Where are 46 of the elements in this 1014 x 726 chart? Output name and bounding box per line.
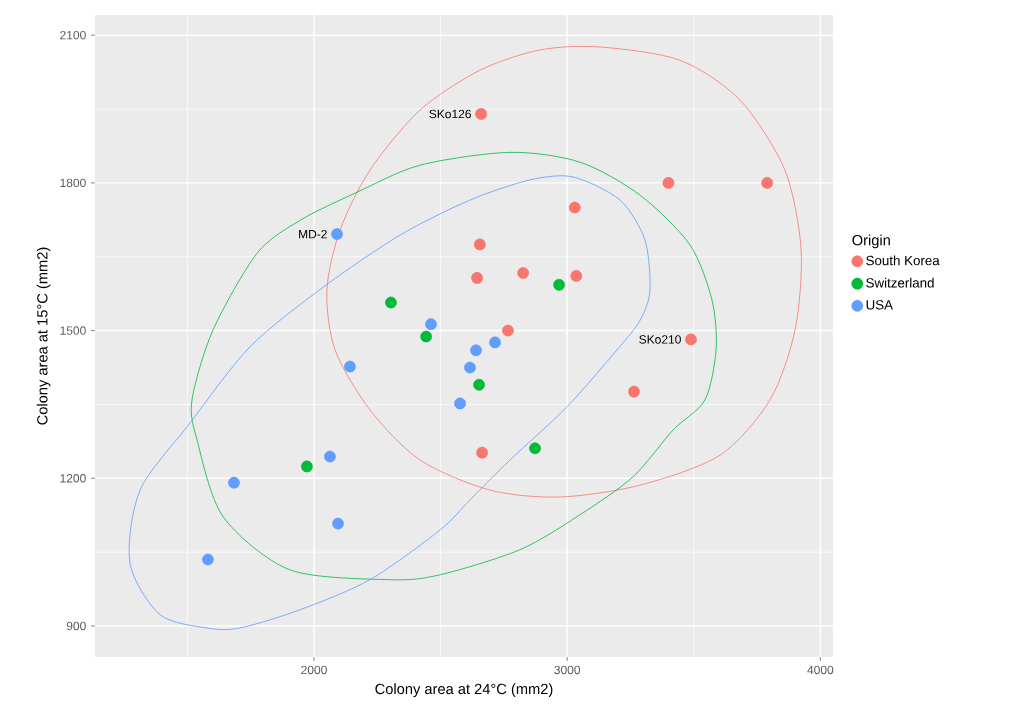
legend-label: USA (866, 300, 893, 310)
point (489, 336, 501, 349)
point (570, 270, 583, 282)
legend-title: Origin (852, 234, 890, 249)
point (473, 378, 485, 391)
annotation: SKo210 (639, 335, 681, 344)
point (662, 177, 675, 189)
legend-label: South Korea (866, 255, 940, 266)
x-tick-label: 2000 (301, 665, 327, 675)
point (475, 108, 487, 120)
point (425, 318, 437, 331)
point (502, 324, 514, 337)
point (471, 272, 483, 284)
point (385, 296, 397, 309)
legend-label: Switzerland (866, 277, 934, 288)
point (324, 450, 336, 463)
point (470, 344, 482, 357)
y-axis-title: Colony area at 15°C (mm2) (36, 247, 51, 425)
point (529, 442, 541, 455)
y-tick-label: 1800 (60, 178, 86, 188)
y-tick-label: 2100 (60, 30, 86, 40)
annotation: SKo126 (429, 109, 471, 119)
y-tick-label: 1500 (60, 326, 86, 335)
point (685, 333, 697, 346)
point (344, 360, 356, 373)
point (568, 201, 581, 214)
point (332, 517, 344, 530)
point (454, 397, 466, 410)
point (331, 228, 343, 240)
point (628, 385, 640, 398)
point (464, 361, 476, 374)
point (553, 278, 565, 291)
point (202, 553, 214, 566)
point (473, 238, 486, 251)
x-tick-label: 3000 (554, 665, 581, 675)
point (476, 446, 488, 459)
point (228, 476, 240, 489)
y-tick-label: 900 (66, 621, 86, 631)
x-axis-title: Colony area at 24°C (mm2) (375, 683, 553, 698)
x-tick-label: 4000 (807, 665, 834, 675)
point (761, 177, 774, 189)
point (517, 267, 529, 279)
y-tick-label: 1200 (60, 474, 86, 483)
annotation: MD-2 (299, 229, 327, 239)
point (301, 460, 313, 473)
point (420, 330, 433, 343)
